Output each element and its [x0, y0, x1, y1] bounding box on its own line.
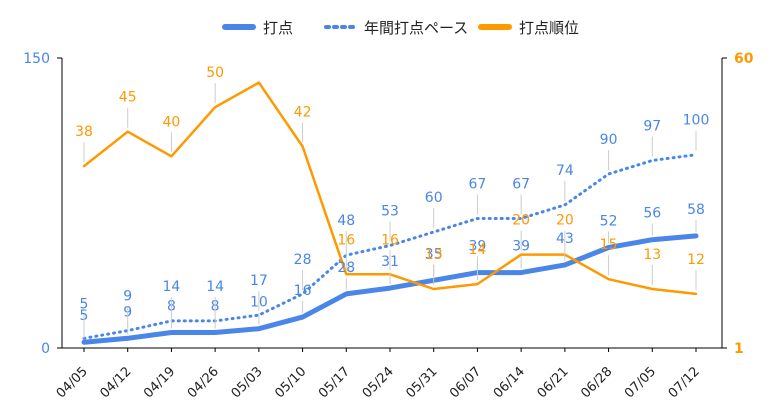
data-label: 52: [600, 213, 618, 229]
legend-label: 打点: [263, 19, 293, 37]
data-label: 60: [425, 190, 443, 206]
data-label: 16: [337, 232, 355, 248]
right-axis-tick-label: 60: [734, 51, 754, 67]
x-tick-label: 04/26: [185, 364, 222, 401]
legend-label: 打点順位: [519, 19, 579, 37]
data-label: 45: [119, 90, 137, 106]
data-label: 48: [337, 213, 355, 229]
x-tick-label: 06/14: [491, 364, 528, 401]
data-label: 5: [80, 296, 89, 312]
series-line-1: [82, 153, 698, 340]
x-tick-label: 07/05: [622, 364, 659, 401]
data-label: 58: [687, 202, 705, 218]
x-tick-label: 05/10: [272, 364, 309, 401]
x-tick-label: 06/21: [535, 364, 572, 401]
data-label: 28: [294, 252, 312, 268]
data-label: 16: [294, 283, 312, 299]
data-label: 38: [75, 124, 93, 140]
x-tick-label: 04/12: [97, 364, 134, 401]
data-label: 35: [425, 246, 443, 262]
data-label: 74: [556, 163, 574, 179]
data-label: 13: [643, 247, 661, 263]
data-label: 15: [600, 237, 618, 253]
data-label: 90: [600, 132, 618, 148]
data-label: 50: [206, 65, 224, 81]
data-label: 13: [425, 247, 443, 263]
data-label: 67: [469, 176, 487, 192]
data-label: 12: [687, 252, 705, 268]
data-label: 42: [294, 104, 312, 120]
data-label: 20: [512, 213, 530, 229]
left-axis-tick-label: 0: [41, 341, 50, 357]
data-label: 97: [643, 118, 661, 134]
x-tick-label: 07/12: [666, 364, 703, 401]
x-tick-label: 05/24: [360, 364, 397, 401]
x-tick-label: 05/17: [316, 364, 353, 401]
data-label: 40: [163, 114, 181, 130]
data-label: 14: [469, 242, 487, 258]
left-axis-tick-label: 150: [23, 51, 50, 67]
x-tick-label: 06/07: [447, 364, 484, 401]
data-label: 16: [381, 232, 399, 248]
data-label: 100: [683, 113, 710, 129]
legend-label: 年間打点ペース: [364, 19, 468, 37]
x-tick-label: 06/28: [578, 364, 615, 401]
x-tick-label: 05/03: [229, 364, 266, 401]
series-line-0: [81, 233, 699, 345]
data-label: 53: [381, 204, 399, 220]
x-tick-label: 05/31: [403, 364, 440, 401]
data-label: 14: [163, 279, 181, 295]
data-label: 20: [556, 213, 574, 229]
data-label: 67: [512, 176, 530, 192]
data-label: 56: [643, 206, 661, 222]
right-axis-tick-label: 1: [734, 341, 744, 357]
x-tick-label: 04/19: [141, 364, 178, 401]
data-label: 9: [123, 289, 132, 305]
data-label: 17: [250, 273, 268, 289]
data-label: 14: [206, 279, 224, 295]
x-tick-label: 04/05: [54, 364, 91, 401]
data-label: 39: [469, 239, 487, 255]
